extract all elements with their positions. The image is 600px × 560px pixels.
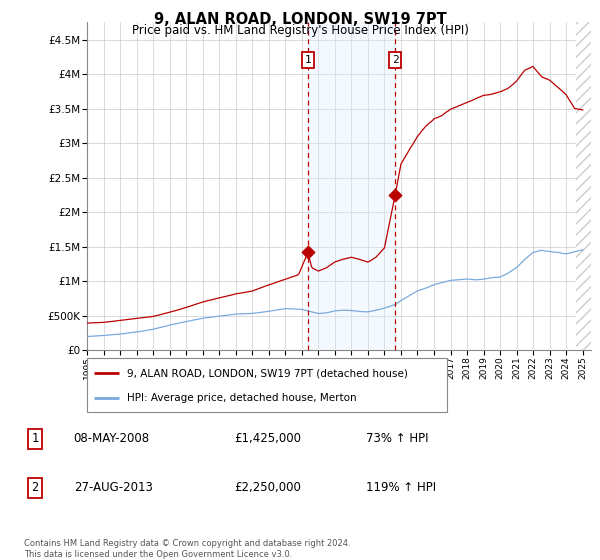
Text: HPI: Average price, detached house, Merton: HPI: Average price, detached house, Mert…	[127, 393, 356, 403]
Text: 27-AUG-2013: 27-AUG-2013	[74, 481, 152, 494]
Point	[391, 190, 400, 199]
Text: 73% ↑ HPI: 73% ↑ HPI	[366, 432, 429, 445]
Text: 9, ALAN ROAD, LONDON, SW19 7PT: 9, ALAN ROAD, LONDON, SW19 7PT	[154, 12, 446, 27]
Text: £1,425,000: £1,425,000	[234, 432, 301, 445]
Text: 1: 1	[31, 432, 38, 445]
Text: 1: 1	[305, 55, 311, 65]
Bar	[308, 22, 395, 350]
Point	[303, 248, 313, 256]
Text: £2,250,000: £2,250,000	[234, 481, 301, 494]
Text: 2: 2	[392, 55, 398, 65]
FancyBboxPatch shape	[87, 358, 447, 412]
Text: 9, ALAN ROAD, LONDON, SW19 7PT (detached house): 9, ALAN ROAD, LONDON, SW19 7PT (detached…	[127, 368, 407, 379]
Text: Contains HM Land Registry data © Crown copyright and database right 2024.
This d: Contains HM Land Registry data © Crown c…	[24, 539, 350, 559]
Text: 2: 2	[31, 481, 38, 494]
Text: 08-MAY-2008: 08-MAY-2008	[74, 432, 150, 445]
Text: 119% ↑ HPI: 119% ↑ HPI	[366, 481, 436, 494]
Text: Price paid vs. HM Land Registry's House Price Index (HPI): Price paid vs. HM Land Registry's House …	[131, 24, 469, 36]
Bar	[576, 22, 593, 350]
